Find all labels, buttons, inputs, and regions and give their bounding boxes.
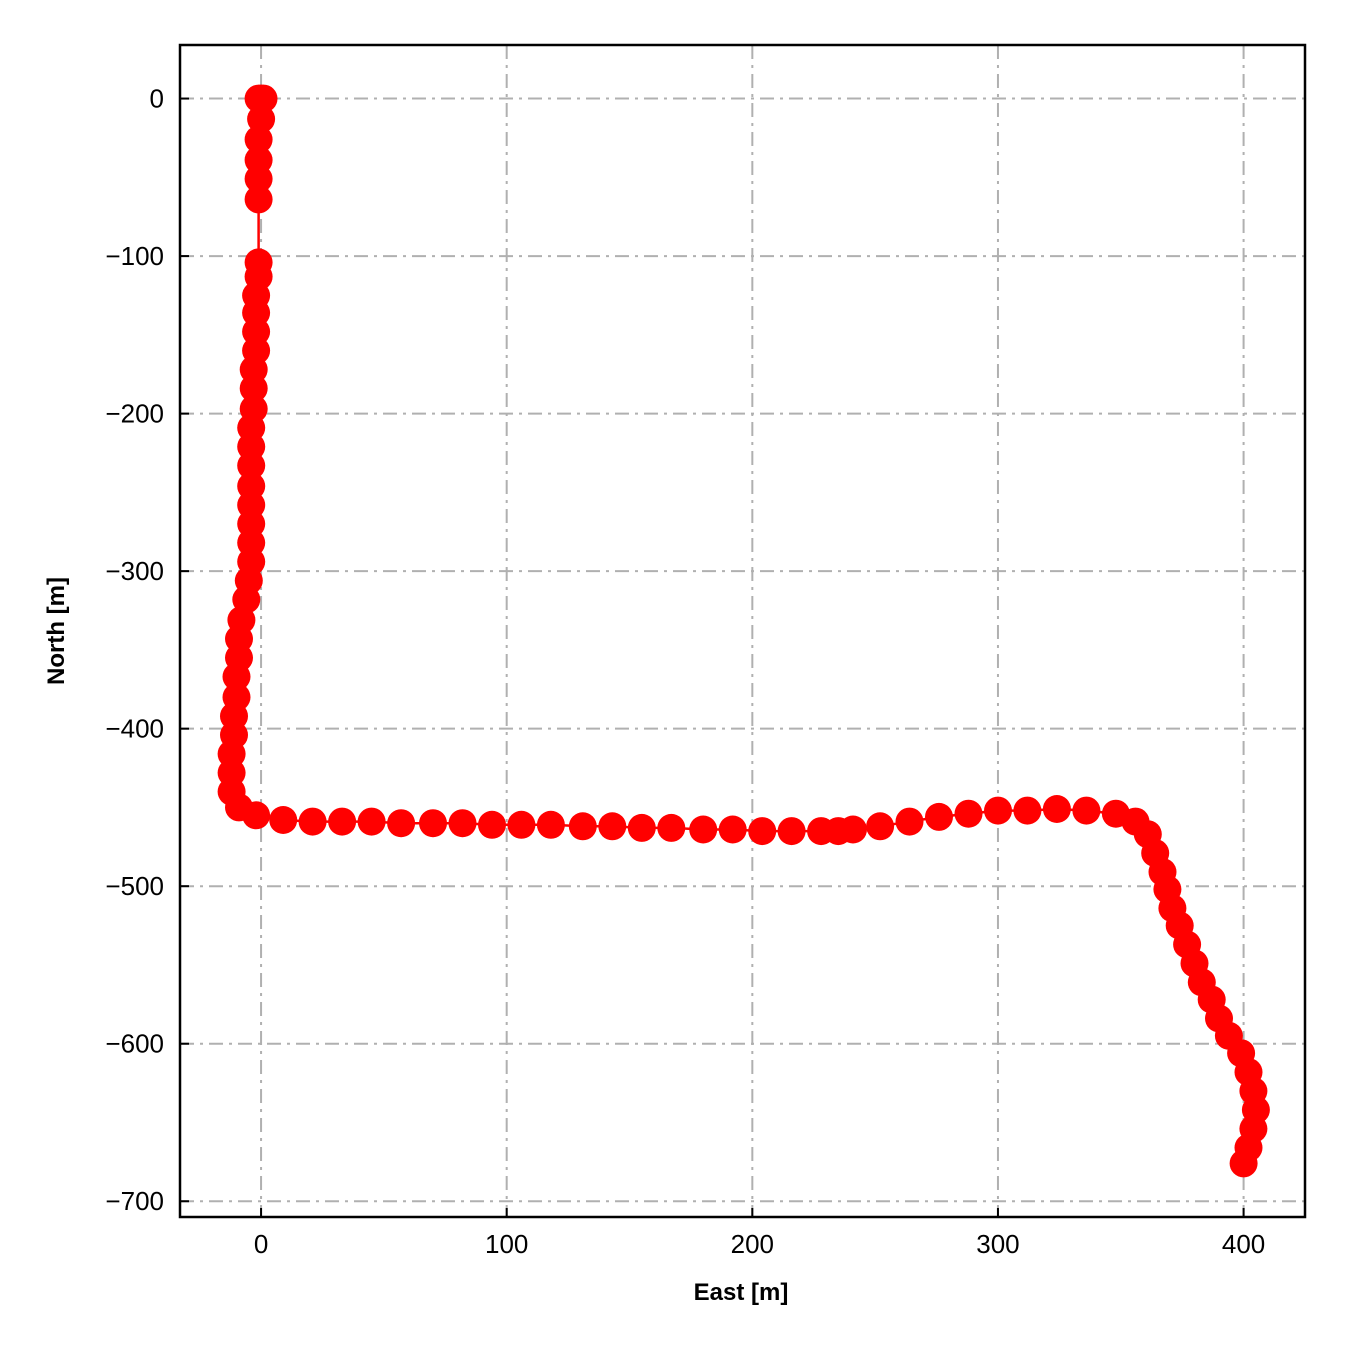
x-tick-labels: 0 100 200 300 400 xyxy=(254,1229,1265,1259)
trajectory-point xyxy=(244,185,273,214)
plot-frame xyxy=(178,43,1307,1219)
trajectory-point xyxy=(357,807,386,836)
y-axis-title: North [m] xyxy=(43,577,70,685)
trajectory-point xyxy=(598,812,627,841)
trajectory-point xyxy=(478,810,506,839)
trajectory-point xyxy=(269,806,298,834)
trajectory-point xyxy=(839,815,867,844)
x-axis-title: East [m] xyxy=(694,1279,789,1306)
trajectory-point xyxy=(242,801,271,830)
tick-marks xyxy=(180,97,1245,1217)
trajectory-point xyxy=(419,809,447,838)
trajectory-point xyxy=(866,812,895,841)
trajectory-point xyxy=(249,84,278,113)
trajectory-point xyxy=(689,815,718,844)
trajectory-point xyxy=(237,451,266,480)
trajectory-point xyxy=(244,125,273,154)
y-tick-label: −700 xyxy=(105,1186,164,1216)
trajectory-point xyxy=(657,813,686,842)
trajectory-point xyxy=(1042,795,1071,823)
trajectory-point xyxy=(568,812,597,841)
trajectory-point xyxy=(328,807,357,836)
trajectory-point xyxy=(448,809,477,838)
series-layer xyxy=(217,84,1270,1178)
trajectory-point xyxy=(244,164,273,193)
y-tick-label: −400 xyxy=(105,714,164,744)
trajectory-point xyxy=(239,374,268,403)
y-tick-label: −300 xyxy=(105,556,164,586)
x-tick-label: 400 xyxy=(1222,1229,1265,1259)
trajectory-point xyxy=(222,662,251,691)
trajectory-point xyxy=(387,809,416,838)
trajectory-point xyxy=(536,810,565,839)
trajectory-point xyxy=(298,807,327,836)
y-tick-label: −100 xyxy=(105,241,164,271)
trajectory-point xyxy=(1013,796,1042,825)
trajectory-point xyxy=(1229,1149,1258,1178)
x-tick-label: 0 xyxy=(254,1229,268,1259)
trajectory-point xyxy=(777,817,806,846)
trajectory-point xyxy=(925,802,953,831)
y-tick-label: −500 xyxy=(105,871,164,901)
trajectory-point xyxy=(507,810,536,839)
trajectory-point xyxy=(748,817,777,846)
trajectory-point xyxy=(1072,796,1101,825)
trajectory-point xyxy=(895,807,924,836)
trajectory-point xyxy=(954,799,983,828)
x-tick-label: 100 xyxy=(485,1229,528,1259)
trajectory-point xyxy=(718,815,747,844)
x-tick-label: 300 xyxy=(976,1229,1019,1259)
y-tick-label: −200 xyxy=(105,399,164,429)
x-tick-label: 200 xyxy=(731,1229,774,1259)
trajectory-point xyxy=(627,813,656,842)
trajectory-point xyxy=(247,105,276,133)
grid-lines xyxy=(180,45,1305,1217)
trajectory-point xyxy=(984,796,1012,825)
y-tick-label: 0 xyxy=(150,84,164,114)
y-tick-label: −600 xyxy=(105,1029,164,1059)
y-tick-labels: 0 −100 −200 −300 −400 −500 −600 −700 xyxy=(105,84,164,1217)
